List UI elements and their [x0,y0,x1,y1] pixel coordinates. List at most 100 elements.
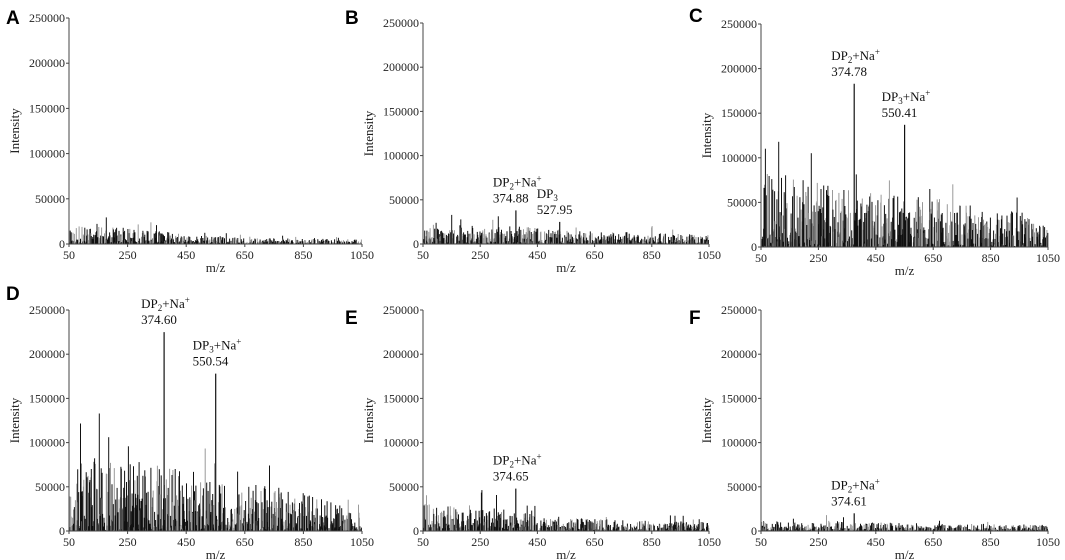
x-tick-label: 50 [755,535,767,549]
panel-f: F 0 50000 100000 150000 200000 250000 50 250 450 6… [689,303,1060,560]
panel-d: D 0 50000 100000 150000 200000 250000 50 250 450 6… [6,284,374,560]
x-tick-label: 650 [236,248,254,262]
x-tick-label: 850 [643,535,661,549]
y-tick-label: 200000 [721,347,757,361]
y-tick-label: 100000 [383,436,419,450]
peak-annotation-mz: 550.54 [193,354,229,369]
x-tick-label: 1050 [350,248,374,262]
y-axis-title: Intensity [361,110,376,156]
x-tick-label: 850 [294,248,312,262]
y-tick-label: 0 [751,240,757,254]
y-tick-label: 200000 [721,62,757,76]
y-tick-label: 150000 [383,391,419,405]
x-tick-label: 650 [236,535,254,549]
x-tick-label: 250 [471,248,489,262]
y-tick-label: 200000 [383,347,419,361]
panel-a: A 0 50000 100000 150000 200000 250000 50 250 450 6… [6,8,374,275]
y-tick-label: 250000 [29,303,65,317]
peak-annotation: DP3+Na+550.54 [193,337,242,369]
x-tick-label: 1050 [350,535,374,549]
y-tick-label: 50000 [35,192,65,206]
y-tick-label: 250000 [721,303,757,317]
peak-annotation-mz: 374.65 [493,469,529,484]
y-tick-label: 0 [413,237,419,251]
y-tick-label: 150000 [29,391,65,405]
peak-annotation: DP3+Na+550.41 [882,88,931,120]
y-tick-label: 0 [59,524,65,538]
panel-letter: D [6,284,20,305]
x-tick-label: 650 [924,535,942,549]
peak-annotation-name: DP3+Na+ [882,88,931,106]
y-tick-label: 0 [751,524,757,538]
peak-annotation-name: DP3 [537,186,559,203]
x-tick-label: 650 [586,248,604,262]
peak-annotation: DP2+Na+374.78 [831,47,880,79]
peak-annotation: DP2+Na+374.61 [831,476,880,508]
x-tick-label: 850 [982,535,1000,549]
y-tick-label: 50000 [389,480,419,494]
panel-letter: A [6,8,20,29]
y-tick-label: 100000 [721,151,757,165]
x-tick-label: 850 [982,251,1000,265]
y-tick-label: 150000 [383,104,419,118]
x-tick-label: 450 [177,248,195,262]
panel-letter: F [689,308,701,329]
x-tick-label: 450 [867,251,885,265]
spectrum-bars [760,515,1049,531]
y-tick-label: 50000 [35,480,65,494]
x-tick-label: 50 [755,251,767,265]
x-tick-label: 50 [63,248,75,262]
peak-annotation-mz: 374.61 [831,493,867,508]
y-tick-label: 250000 [721,17,757,31]
y-tick-label: 50000 [727,480,757,494]
peak-annotation-mz: 374.88 [493,190,529,205]
y-tick-label: 100000 [383,149,419,163]
x-tick-label: 1050 [1036,535,1060,549]
spectrum-bars [422,490,710,531]
peak-annotation: DP2+Na+374.88 [493,173,542,205]
y-axis-title: Intensity [7,397,22,443]
x-axis-title: m/z [895,263,915,278]
y-tick-label: 150000 [721,391,757,405]
y-tick-label: 100000 [721,436,757,450]
peak-annotation-name: DP2+Na+ [831,47,880,65]
y-tick-label: 250000 [383,16,419,30]
peak-annotation-name: DP3+Na+ [193,337,242,355]
y-tick-label: 150000 [721,106,757,120]
y-axis-title: Intensity [7,108,22,154]
x-tick-label: 1050 [697,248,721,262]
y-tick-label: 100000 [29,436,65,450]
x-tick-label: 450 [177,535,195,549]
panel-letter: B [345,8,359,29]
x-tick-label: 450 [528,535,546,549]
panel-letter: C [689,6,703,27]
x-tick-label: 1050 [697,535,721,549]
x-tick-label: 250 [119,248,137,262]
x-axis-title: m/z [206,547,226,560]
y-tick-label: 50000 [727,195,757,209]
spectrum-bars [68,413,362,531]
peak-annotation-mz: 374.78 [831,64,867,79]
peak-annotation-name: DP2+Na+ [141,295,190,313]
x-tick-label: 250 [471,535,489,549]
y-tick-label: 250000 [29,11,65,25]
y-tick-label: 50000 [389,193,419,207]
x-tick-label: 250 [809,535,827,549]
spectrum-bars [68,217,362,244]
y-tick-label: 0 [59,237,65,251]
y-axis-title: Intensity [361,397,376,443]
x-tick-label: 650 [924,251,942,265]
spectrum-bars [422,214,709,244]
x-tick-label: 650 [586,535,604,549]
x-tick-label: 1050 [1036,251,1060,265]
x-axis-title: m/z [556,260,576,275]
x-tick-label: 250 [809,251,827,265]
y-tick-label: 150000 [29,101,65,115]
panel-b: B 0 50000 100000 150000 200000 250000 50 250 450 6… [345,8,721,275]
peak-annotation: DP2+Na+374.65 [493,452,542,484]
panel-c: C 0 50000 100000 150000 200000 250000 50 250 450 6… [689,6,1060,278]
x-tick-label: 450 [528,248,546,262]
x-tick-label: 50 [417,248,429,262]
